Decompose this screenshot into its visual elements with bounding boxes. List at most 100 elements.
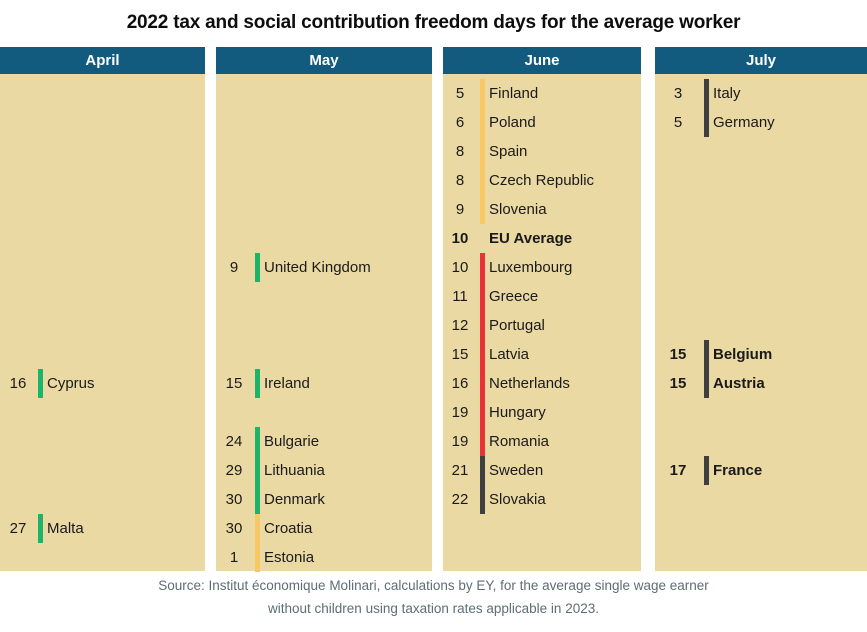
country-row-malta: 27 Malta: [0, 514, 205, 543]
country-label: Czech Republic: [489, 172, 595, 189]
country-row-bulgarie: 24 Bulgarie: [216, 427, 432, 456]
country-label: Slovenia: [489, 201, 547, 218]
day-number: 22: [451, 491, 469, 508]
country-row-lithuania: 29 Lithuania: [216, 456, 432, 485]
color-tick-amber: [480, 166, 485, 195]
country-row-greece: 11 Greece: [443, 282, 641, 311]
color-tick-amber: [255, 514, 260, 543]
color-tick-green: [38, 369, 43, 398]
country-label: Slovakia: [489, 491, 546, 508]
country-label: Lithuania: [264, 462, 325, 479]
month-panel-april: 16 Cyprus 27 Malta: [0, 74, 205, 571]
day-number: 9: [229, 259, 239, 276]
color-tick-dark: [704, 456, 709, 485]
country-row-estonia: 1 Estonia: [216, 543, 432, 572]
color-tick-green: [255, 456, 260, 485]
day-number: 5: [455, 85, 465, 102]
color-tick-dark: [704, 369, 709, 398]
country-label: Luxembourg: [489, 259, 573, 276]
color-tick-red: [480, 282, 485, 311]
country-row-finland: 5 Finland: [443, 79, 641, 108]
country-row-spain: 8 Spain: [443, 137, 641, 166]
country-label: Italy: [713, 85, 741, 102]
color-tick-red: [480, 253, 485, 282]
country-label: Denmark: [264, 491, 325, 508]
day-number: 16: [451, 375, 469, 392]
day-number: 6: [455, 114, 465, 131]
country-label: Spain: [489, 143, 528, 160]
color-tick-amber: [255, 543, 260, 572]
country-label: Sweden: [489, 462, 544, 479]
day-number: 24: [225, 433, 243, 450]
source-note-line-2: without children using taxation rates ap…: [268, 601, 599, 616]
day-number: 5: [673, 114, 683, 131]
country-label: Malta: [47, 520, 84, 537]
country-label: Cyprus: [47, 375, 95, 392]
month-column-june: June 5 Finland 6 Poland 8 Spain 8 Czech Republic…: [443, 47, 641, 571]
day-number: 10: [451, 230, 469, 247]
color-tick-green: [255, 485, 260, 514]
country-row-italy: 3 Italy: [655, 79, 867, 108]
color-tick-green: [255, 427, 260, 456]
month-panel-may: 9 United Kingdom 15 Ireland 24 Bulgarie 29 Lith…: [216, 74, 432, 572]
color-tick-red: [480, 398, 485, 427]
color-tick-amber: [480, 195, 485, 224]
day-number: 15: [669, 346, 687, 363]
color-tick-amber: [480, 108, 485, 137]
country-label: Netherlands: [489, 375, 570, 392]
country-label: Latvia: [489, 346, 530, 363]
color-tick-amber: [480, 137, 485, 166]
color-tick-dark: [704, 108, 709, 137]
country-row-latvia: 15 Latvia: [443, 340, 641, 369]
country-label: Greece: [489, 288, 539, 305]
day-number: 8: [455, 172, 465, 189]
country-row-ireland: 15 Ireland: [216, 369, 432, 398]
color-tick-red: [480, 369, 485, 398]
day-number: 19: [451, 404, 469, 421]
country-row-united-kingdom: 9 United Kingdom: [216, 253, 432, 282]
month-column-april: April 16 Cyprus 27 Malta: [0, 47, 205, 571]
day-number: 9: [455, 201, 465, 218]
chart-title: 2022 tax and social contribution freedom…: [126, 12, 741, 33]
day-number: 17: [669, 462, 687, 479]
day-number: 8: [455, 143, 465, 160]
country-row-austria: 15 Austria: [655, 369, 867, 398]
country-row-croatia: 30 Croatia: [216, 514, 432, 543]
month-header-april: April: [0, 47, 205, 74]
color-tick-dark: [704, 79, 709, 108]
country-row-slovakia: 22 Slovakia: [443, 485, 641, 514]
day-number: 16: [9, 375, 27, 392]
country-label: Bulgarie: [264, 433, 320, 450]
country-row-czech-republic: 8 Czech Republic: [443, 166, 641, 195]
color-tick-red: [480, 340, 485, 369]
country-label: Hungary: [489, 404, 546, 421]
color-tick-dark: [480, 456, 485, 485]
country-row-slovenia: 9 Slovenia: [443, 195, 641, 224]
country-label: Portugal: [489, 317, 545, 334]
country-label: France: [713, 462, 763, 479]
day-number: 19: [451, 433, 469, 450]
country-row-eu-average: 10 EU Average: [443, 224, 641, 253]
day-number: 1: [229, 549, 239, 566]
month-header-may: May: [216, 47, 432, 74]
source-note-line-1: Source: Institut économique Molinari, ca…: [158, 578, 709, 593]
color-tick-dark: [480, 485, 485, 514]
source-note: Source: Institut économique Molinari, ca…: [0, 574, 867, 620]
country-row-france: 17 France: [655, 456, 867, 485]
day-number: 15: [669, 375, 687, 392]
country-label: Austria: [713, 375, 765, 392]
country-row-denmark: 30 Denmark: [216, 485, 432, 514]
color-tick-red: [480, 311, 485, 340]
country-label: Finland: [489, 85, 539, 102]
country-label: Germany: [713, 114, 775, 131]
country-row-hungary: 19 Hungary: [443, 398, 641, 427]
month-column-may: May 9 United Kingdom 15 Ireland 24 Bulgarie 29 L…: [216, 47, 432, 572]
color-tick-green: [255, 253, 260, 282]
day-number: 15: [451, 346, 469, 363]
color-tick-amber: [480, 79, 485, 108]
color-tick-red: [480, 427, 485, 456]
country-label: Romania: [489, 433, 550, 450]
day-number: 21: [451, 462, 469, 479]
country-row-poland: 6 Poland: [443, 108, 641, 137]
day-number: 10: [451, 259, 469, 276]
